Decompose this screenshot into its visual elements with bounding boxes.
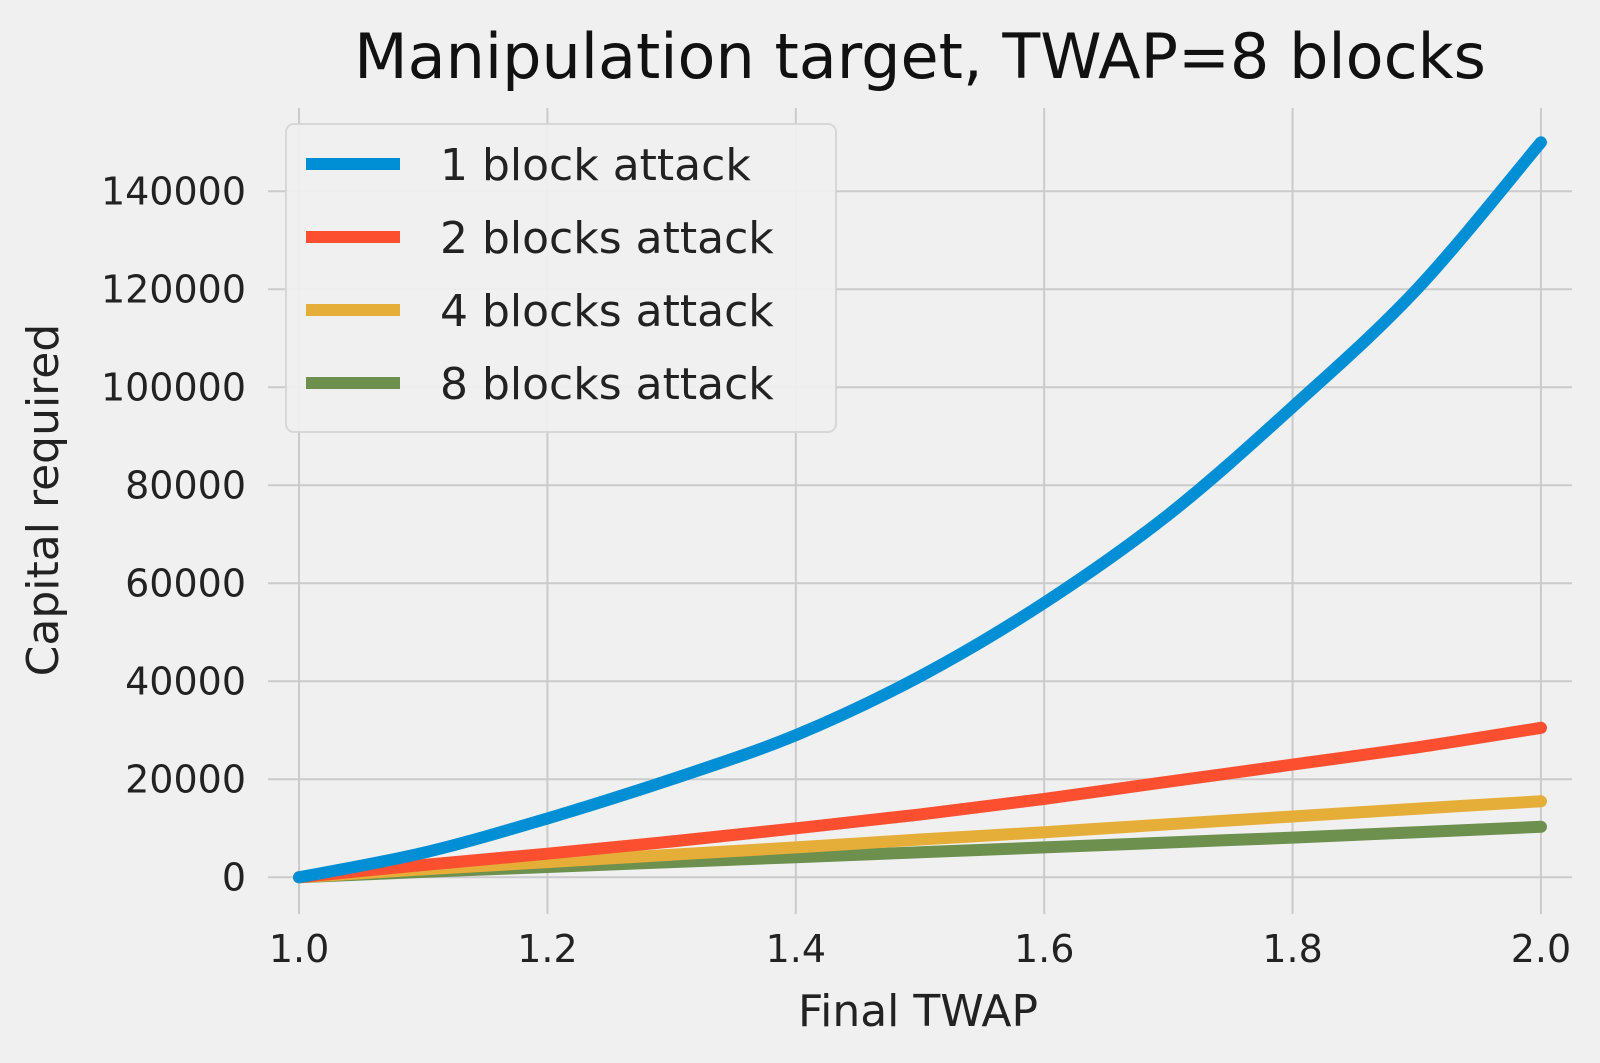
y-tick-label: 100000 (101, 365, 246, 409)
x-tick-label: 1.8 (1262, 927, 1322, 971)
y-axis-title: Capital required (18, 324, 69, 677)
x-tick-label: 1.4 (766, 927, 826, 971)
y-tick-label: 40000 (125, 659, 246, 703)
x-axis-title: Final TWAP (798, 986, 1038, 1037)
series-lines (293, 136, 1547, 884)
y-tick-label: 60000 (125, 561, 246, 605)
legend: 1 block attack 2 blocks attack 4 blocks at… (285, 123, 837, 433)
legend-box (285, 123, 837, 433)
x-tick-label: 2.0 (1511, 927, 1571, 971)
x-axis-ticks: 1.0 1.2 1.4 1.6 1.8 2.0 (269, 927, 1571, 971)
legend-label: 2 blocks attack (440, 213, 774, 264)
series-line-2 (293, 721, 1547, 884)
y-tick-label: 120000 (101, 267, 246, 311)
y-tick-label: 0 (222, 855, 246, 899)
y-axis-ticks: 0 20000 40000 60000 80000 100000 120000 140000 (101, 169, 246, 899)
y-tick-label: 20000 (125, 757, 246, 801)
chart-title: Manipulation target, TWAP=8 blocks (354, 20, 1486, 93)
legend-label: 4 blocks attack (440, 286, 774, 337)
series-line-3 (293, 795, 1547, 884)
x-tick-label: 1.6 (1014, 927, 1074, 971)
x-tick-label: 1.2 (517, 927, 577, 971)
legend-label: 1 block attack (440, 140, 751, 191)
x-tick-label: 1.0 (269, 927, 329, 971)
y-tick-label: 140000 (101, 169, 246, 213)
series-line-1 (293, 136, 1547, 884)
y-tick-label: 80000 (125, 463, 246, 507)
legend-label: 8 blocks attack (440, 359, 774, 410)
